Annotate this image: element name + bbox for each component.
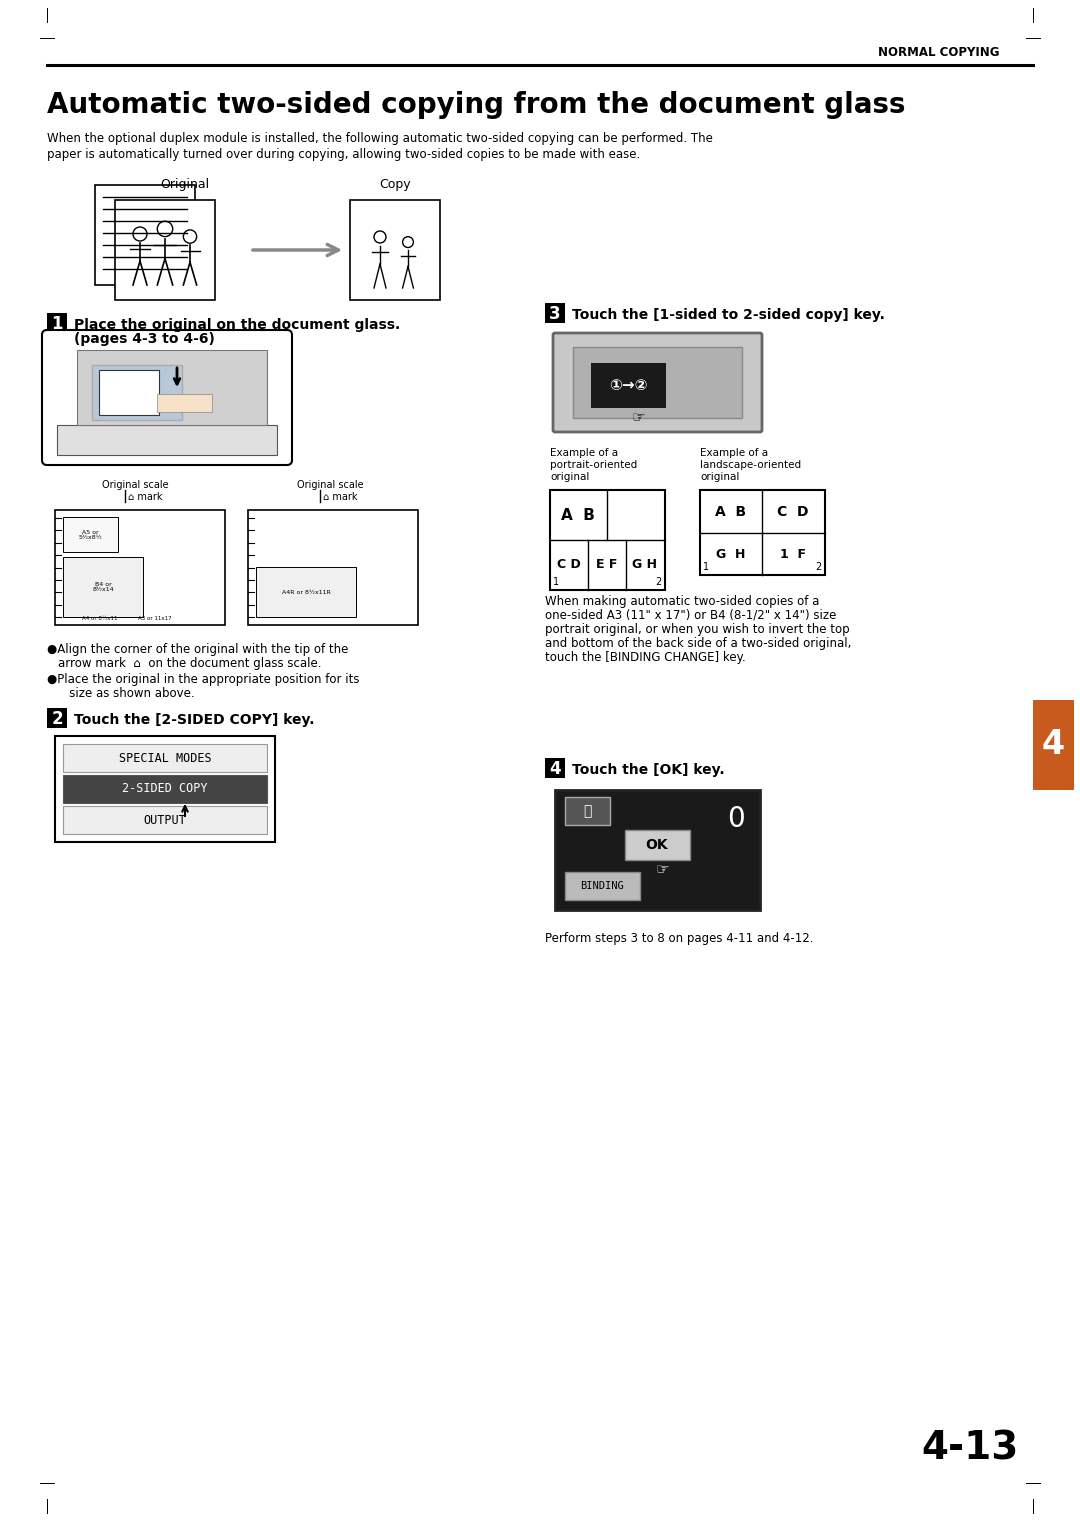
Text: A3 or 11x17: A3 or 11x17: [138, 616, 172, 621]
Text: ⌂ mark: ⌂ mark: [129, 491, 162, 502]
Text: portrait-oriented: portrait-oriented: [550, 459, 637, 470]
Bar: [48, 707, 67, 729]
Bar: [555, 789, 760, 910]
Bar: [545, 757, 565, 779]
Text: touch the [BINDING CHANGE] key.: touch the [BINDING CHANGE] key.: [545, 651, 746, 665]
Text: 1  F: 1 F: [780, 548, 806, 561]
Text: ●Place the original in the appropriate position for its: ●Place the original in the appropriate p…: [48, 672, 360, 686]
Text: 2: 2: [656, 576, 662, 587]
Bar: [92, 365, 183, 420]
Text: 🖨: 🖨: [583, 805, 591, 818]
Text: Automatic two-sided copying from the document glass: Automatic two-sided copying from the doc…: [48, 91, 905, 119]
Bar: [63, 744, 267, 773]
Text: OUTPUT: OUTPUT: [144, 814, 187, 826]
Text: 4: 4: [550, 760, 561, 779]
Text: ☞: ☞: [656, 862, 669, 878]
Bar: [700, 490, 825, 575]
Bar: [565, 797, 610, 824]
Bar: [55, 736, 275, 843]
Text: Example of a: Example of a: [700, 449, 768, 458]
Text: original: original: [700, 472, 740, 482]
Bar: [573, 347, 742, 418]
Bar: [350, 199, 440, 300]
Bar: [77, 350, 267, 424]
FancyBboxPatch shape: [42, 330, 292, 465]
Text: (pages 4-3 to 4-6): (pages 4-3 to 4-6): [75, 332, 215, 345]
Text: Original scale: Original scale: [297, 481, 363, 490]
Bar: [63, 776, 267, 803]
Bar: [48, 313, 67, 333]
Text: 1: 1: [51, 315, 63, 333]
Text: ☞: ☞: [631, 411, 645, 424]
Text: Touch the [OK] key.: Touch the [OK] key.: [572, 764, 725, 777]
Text: G  H: G H: [716, 548, 745, 561]
Text: BINDING: BINDING: [580, 881, 624, 891]
Text: SPECIAL MODES: SPECIAL MODES: [119, 751, 212, 765]
Bar: [565, 872, 640, 900]
Text: A5 or
5½x8½: A5 or 5½x8½: [78, 529, 102, 540]
Bar: [1032, 700, 1074, 789]
Bar: [256, 567, 356, 618]
Text: 2-SIDED COPY: 2-SIDED COPY: [122, 782, 207, 795]
Text: ●Align the corner of the original with the tip of the: ●Align the corner of the original with t…: [48, 643, 349, 656]
Text: Touch the [1-sided to 2-sided copy] key.: Touch the [1-sided to 2-sided copy] key.: [572, 307, 885, 322]
Text: 1: 1: [553, 576, 559, 587]
Bar: [114, 199, 215, 300]
Text: C D: C D: [557, 558, 581, 572]
Bar: [550, 490, 665, 590]
Text: A4 or 8½x11: A4 or 8½x11: [82, 616, 118, 621]
Bar: [545, 303, 565, 322]
Text: 4: 4: [1041, 729, 1065, 762]
Text: Perform steps 3 to 8 on pages 4-11 and 4-12.: Perform steps 3 to 8 on pages 4-11 and 4…: [545, 932, 813, 945]
Text: arrow mark  ⌂  on the document glass scale.: arrow mark ⌂ on the document glass scale…: [58, 657, 322, 669]
Text: OK: OK: [646, 838, 669, 852]
Bar: [248, 510, 418, 625]
Bar: [63, 517, 118, 552]
Bar: [625, 830, 690, 859]
Text: 1: 1: [703, 561, 710, 572]
Bar: [99, 370, 159, 415]
Text: Touch the [2-SIDED COPY] key.: Touch the [2-SIDED COPY] key.: [75, 713, 314, 727]
Text: and bottom of the back side of a two-sided original,: and bottom of the back side of a two-sid…: [545, 637, 851, 649]
Bar: [63, 557, 143, 618]
Bar: [95, 186, 195, 284]
Text: G H: G H: [633, 558, 658, 572]
Text: A  B: A B: [715, 505, 746, 519]
FancyBboxPatch shape: [553, 333, 762, 432]
Text: A4R or 8½x11R: A4R or 8½x11R: [282, 590, 330, 595]
Text: portrait original, or when you wish to invert the top: portrait original, or when you wish to i…: [545, 624, 850, 636]
Text: original: original: [550, 472, 590, 482]
Bar: [57, 424, 276, 455]
Bar: [63, 806, 267, 834]
Text: A  B: A B: [562, 508, 595, 523]
Text: Original: Original: [161, 178, 210, 192]
Bar: [55, 510, 225, 625]
Text: 4-13: 4-13: [921, 1430, 1018, 1466]
Text: B4 or
8½x14: B4 or 8½x14: [92, 581, 113, 592]
Bar: [591, 364, 666, 408]
Text: ⌂ mark: ⌂ mark: [323, 491, 357, 502]
Text: NORMAL COPYING: NORMAL COPYING: [878, 46, 1000, 58]
Text: size as shown above.: size as shown above.: [58, 687, 194, 700]
Text: 0: 0: [727, 805, 745, 834]
Text: 2: 2: [815, 561, 822, 572]
Text: paper is automatically turned over during copying, allowing two-sided copies to : paper is automatically turned over durin…: [48, 148, 640, 161]
Text: landscape-oriented: landscape-oriented: [700, 459, 801, 470]
Text: 2: 2: [51, 710, 63, 729]
Text: ①→②: ①→②: [609, 379, 647, 394]
Text: C  D: C D: [778, 505, 809, 519]
Text: When making automatic two-sided copies of a: When making automatic two-sided copies o…: [545, 595, 820, 608]
Text: E F: E F: [596, 558, 618, 572]
Text: Place the original on the document glass.: Place the original on the document glass…: [75, 318, 401, 332]
Text: Original scale: Original scale: [102, 481, 168, 490]
Text: Example of a: Example of a: [550, 449, 618, 458]
Text: one-sided A3 (11" x 17") or B4 (8-1/2" x 14") size: one-sided A3 (11" x 17") or B4 (8-1/2" x…: [545, 608, 836, 622]
Text: Copy: Copy: [379, 178, 410, 192]
Text: 3: 3: [550, 306, 561, 322]
Bar: [157, 394, 212, 412]
Text: When the optional duplex module is installed, the following automatic two-sided : When the optional duplex module is insta…: [48, 132, 713, 144]
